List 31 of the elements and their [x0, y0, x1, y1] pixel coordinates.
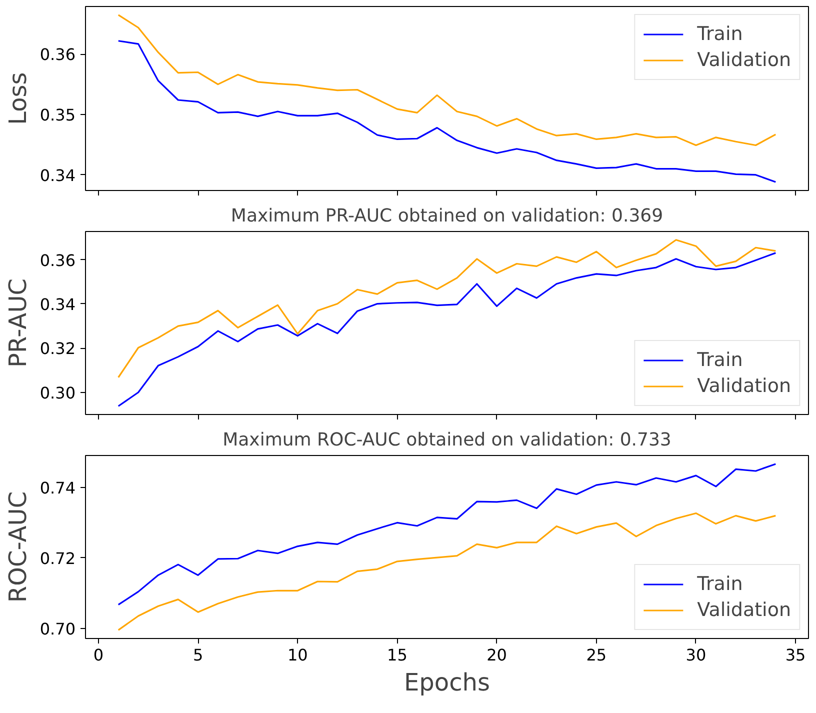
- legend-label: Validation: [697, 375, 791, 397]
- legend-label: Train: [697, 349, 743, 371]
- x-axis-title: Epochs: [404, 668, 490, 696]
- y-tick-label: 0.34: [40, 294, 76, 314]
- x-tick-label: 30: [686, 646, 706, 664]
- y-tick-label: 0.72: [40, 548, 76, 568]
- y-axis-title: ROC-AUC: [4, 491, 32, 603]
- legend-label: Train: [697, 23, 743, 45]
- y-tick-label: 0.30: [40, 383, 76, 402]
- x-tick-label: 10: [287, 646, 308, 664]
- y-axis-title: Loss: [4, 72, 32, 125]
- chart-title: Maximum ROC-AUC obtained on validation: 0.733: [222, 430, 672, 450]
- y-tick-label: 0.70: [40, 619, 76, 638]
- x-tick-label: 0: [93, 646, 104, 664]
- y-tick-label: 0.74: [40, 478, 76, 498]
- y-axis-title: PR-AUC: [4, 278, 32, 368]
- legend-label: Validation: [697, 599, 791, 621]
- chart-title: Maximum PR-AUC obtained on validation: 0.369: [230, 206, 664, 226]
- x-tick-label: 15: [387, 646, 408, 664]
- x-tick-label: 25: [586, 646, 607, 664]
- legend-label: Validation: [697, 49, 791, 71]
- legend-label: Train: [697, 573, 743, 595]
- y-tick-label: 0.35: [40, 105, 76, 124]
- x-tick-label: 35: [785, 646, 806, 664]
- y-tick-label: 0.34: [40, 166, 76, 185]
- x-tick-label: 20: [486, 646, 507, 664]
- line-series: [118, 239, 776, 378]
- x-tick-label: 5: [192, 646, 204, 664]
- y-tick-label: 0.36: [40, 250, 76, 270]
- y-tick-label: 0.36: [40, 45, 76, 64]
- y-tick-label: 0.32: [40, 339, 76, 358]
